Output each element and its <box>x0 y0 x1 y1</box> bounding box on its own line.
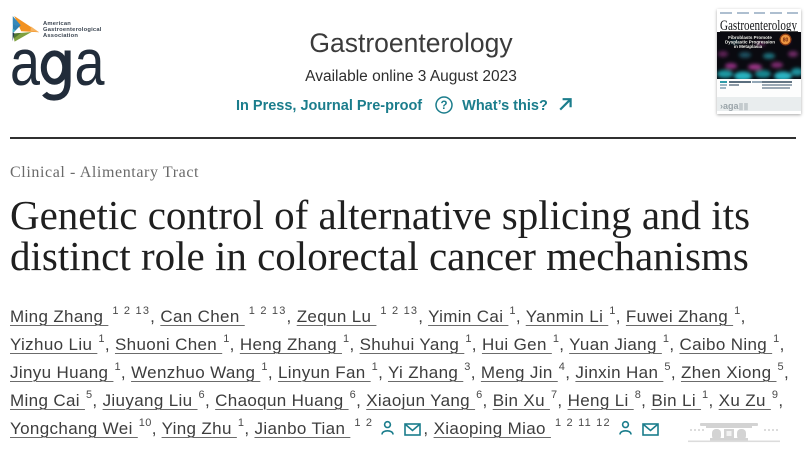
svg-text:80: 80 <box>783 38 789 44</box>
svg-text:?: ? <box>441 100 448 112</box>
svg-text:in Metaplasia: in Metaplasia <box>734 44 763 49</box>
svg-text:a: a <box>10 45 40 99</box>
svg-text:a: a <box>75 45 105 99</box>
svg-text:Fibroblasts Promote: Fibroblasts Promote <box>728 35 772 40</box>
svg-text:Gastroenterology: Gastroenterology <box>720 18 798 33</box>
svg-text:Dysplastic Progression: Dysplastic Progression <box>725 40 775 45</box>
